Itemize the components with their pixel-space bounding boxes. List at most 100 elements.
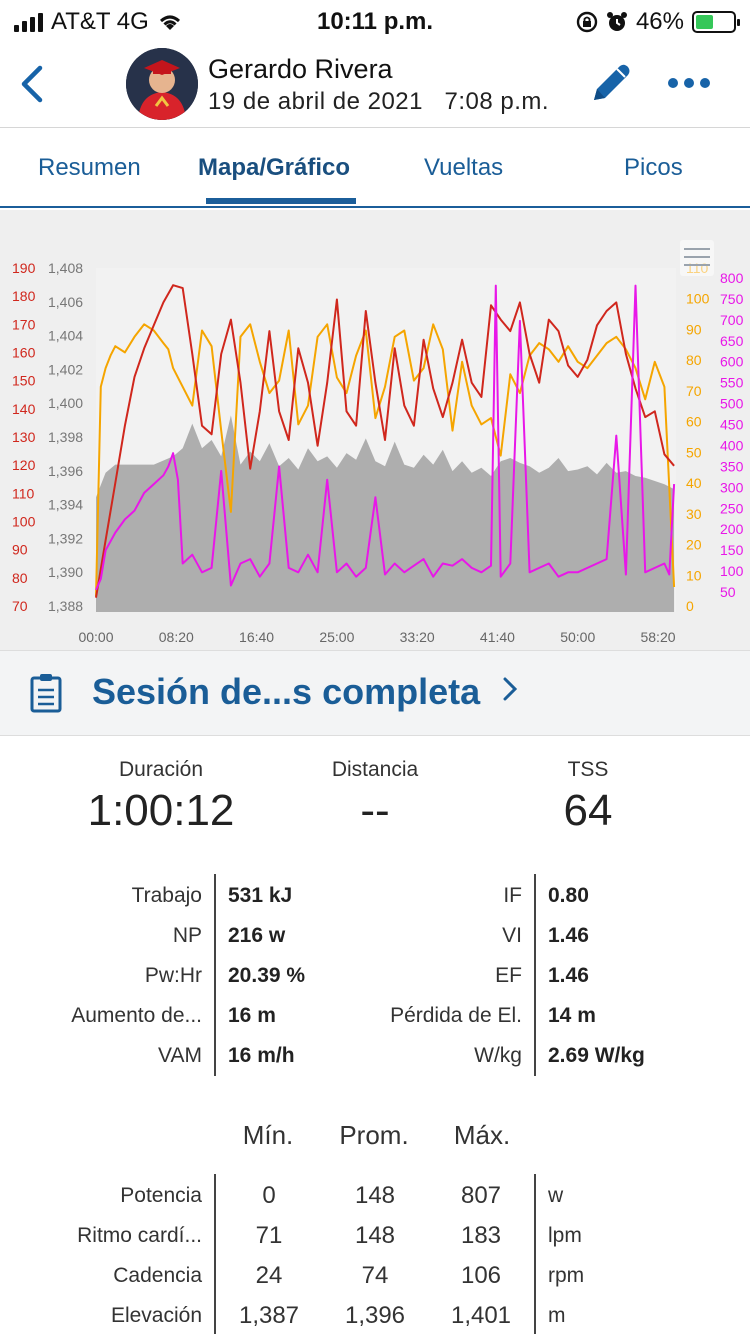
cell-unit: rpm [548,1264,585,1287]
axis-tick-label-cadence: 70 [686,383,702,399]
session-banner[interactable]: Sesión de...s completa [0,650,750,736]
stat-value-elevation-loss: 14 m [548,1004,596,1027]
axis-tick-label-elevation: 1,406 [48,294,83,310]
activity-header: Gerardo Rivera 19 de abril de 2021 7:08 … [0,42,750,128]
mam-divider-left [214,1174,216,1334]
row-label-ritmo-cardiaco: Ritmo cardí... [77,1224,202,1247]
rotation-lock-icon [576,11,598,33]
row-label-potencia: Potencia [120,1184,202,1207]
cell-min: 0 [262,1182,276,1209]
axis-tick-label-heart-rate: 80 [12,570,28,586]
more-options-icon[interactable] [668,78,710,88]
axis-tick-label-power: 650 [720,333,744,349]
session-title: Sesión de...s completa [92,671,520,713]
stat-value-elevation-gain: 16 m [228,1004,276,1027]
athlete-name: Gerardo Rivera [208,54,393,84]
header-min: Mín. [242,1120,294,1150]
axis-tick-label-power: 550 [720,375,744,391]
cell-unit: w [548,1184,564,1207]
axis-tick-label-heart-rate: 140 [12,401,36,417]
table-row: Potencia 0 148 807 w [0,1182,750,1222]
tab-vueltas[interactable]: Vueltas [424,154,504,181]
axis-tick-label-cadence: 60 [686,414,702,430]
axis-tick-label-heart-rate: 70 [12,598,28,614]
axis-tick-label-cadence: 40 [686,475,702,491]
axis-tick-label-elevation: 1,402 [48,361,83,377]
axis-tick-label-heart-rate: 160 [12,345,36,361]
back-chevron-icon[interactable] [18,64,46,104]
x-tick-label: 25:00 [319,629,354,645]
tab-resumen[interactable]: Resumen [38,154,141,181]
row-label-cadencia: Cadencia [113,1264,202,1287]
edit-pencil-icon[interactable] [584,58,636,110]
summary-distance-label: Distancia [331,758,419,781]
axis-tick-label-heart-rate: 190 [12,260,36,276]
x-tick-label: 16:40 [239,629,274,645]
table-row: Elevación 1,387 1,396 1,401 m [0,1302,750,1334]
axis-tick-label-power: 250 [720,500,744,516]
axis-tick-label-power: 450 [720,417,744,433]
tab-bar: Resumen Mapa/Gráfico Vueltas Picos [0,128,750,208]
axis-tick-label-elevation: 1,390 [48,564,83,580]
athlete-avatar[interactable] [126,48,198,120]
active-tab-indicator [206,198,356,204]
table-row: Cadencia 24 74 106 rpm [0,1262,750,1302]
axis-tick-label-cadence: 80 [686,352,702,368]
axis-tick-label-power: 500 [720,396,744,412]
stat-label-vi: VI [502,924,522,947]
status-right: 46% [576,8,740,36]
axis-tick-label-power: 100 [720,563,744,579]
axis-tick-label-cadence: 100 [686,291,710,307]
axis-tick-label-power: 600 [720,354,744,370]
activity-datetime: 19 de abril de 2021 7:08 p.m. [208,88,549,116]
status-time: 10:11 p.m. [316,8,434,35]
summary-tss: TSS 64 [463,758,713,836]
axis-tick-label-heart-rate: 180 [12,288,36,304]
summary-duration-label: Duración [118,758,204,781]
x-tick-label: 50:00 [560,629,595,645]
axis-tick-label-power: 350 [720,458,744,474]
stat-value-np: 216 w [228,924,286,947]
stat-label-trabajo: Trabajo [131,884,202,907]
stat-row: Aumento de... 16 m Pérdida de El. 14 m [0,1004,750,1044]
axis-tick-label-heart-rate: 130 [12,429,36,445]
stat-label-elevation-loss: Pérdida de El. [390,1004,522,1027]
x-tick-label: 33:20 [400,629,435,645]
axis-tick-label-heart-rate: 110 [12,485,35,501]
battery-icon [692,11,740,33]
stat-label-np: NP [172,924,202,947]
axis-tick-label-power: 300 [720,479,744,495]
battery-fill [696,15,713,29]
x-tick-label: 00:00 [78,629,113,645]
stat-row: VAM 16 m/h W/kg 2.69 W/kg [0,1044,750,1084]
chevron-right-icon [503,677,518,701]
activity-date: 19 de abril de 2021 [208,88,423,115]
axis-tick-label-cadence: 10 [686,567,702,583]
activity-chart[interactable]: 190 180 170 160 150 140 130 120 110 100 90 80 70 1,40… [0,210,750,650]
axis-tick-label-cadence: 20 [686,537,702,553]
x-tick-label: 08:20 [159,629,194,645]
table-row: Ritmo cardí... 71 148 183 lpm [0,1222,750,1262]
stat-value-trabajo: 531 kJ [228,884,293,907]
axis-tick-label-heart-rate: 100 [12,514,36,530]
tab-picos[interactable]: Picos [624,154,683,181]
stat-label-pwhr: Pw:Hr [144,964,202,987]
cell-avg: 74 [361,1262,389,1289]
summary-duration: Duración 1:00:12 [36,758,286,836]
axis-tick-label-power: 800 [720,270,744,286]
cell-unit: m [548,1304,566,1327]
stat-label-if: IF [503,884,522,907]
tab-mapa-grafico[interactable]: Mapa/Gráfico [198,154,351,181]
axis-tick-label-cadence: 90 [686,321,702,337]
header-max: Máx. [453,1120,511,1150]
cell-max: 807 [460,1182,502,1209]
axis-tick-label-elevation: 1,388 [48,598,83,614]
chart-menu-icon[interactable] [680,240,714,276]
series-line-cadence [95,323,676,597]
header-avg: Prom. [339,1120,409,1150]
signal-icon [14,12,43,32]
summary-tss-value: 64 [563,786,613,835]
series-line-power [95,284,676,591]
axis-tick-label-elevation: 1,394 [48,497,83,513]
axis-tick-label-elevation: 1,392 [48,530,83,546]
